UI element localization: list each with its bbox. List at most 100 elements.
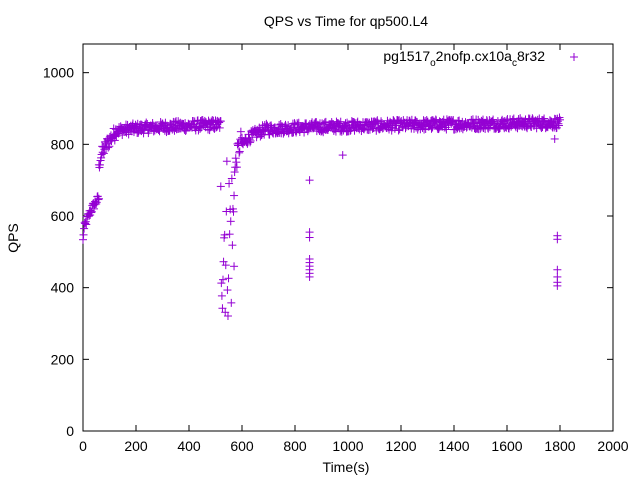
data-point bbox=[216, 117, 225, 126]
data-point bbox=[133, 119, 142, 128]
data-point bbox=[340, 122, 349, 131]
data-point bbox=[554, 119, 563, 128]
data-point bbox=[431, 115, 440, 124]
y-tick-label: 200 bbox=[51, 351, 75, 367]
data-point bbox=[212, 123, 221, 132]
data-point bbox=[320, 118, 329, 127]
data-point bbox=[226, 217, 235, 226]
data-point bbox=[89, 204, 98, 213]
x-tick-label: 1400 bbox=[438, 438, 469, 454]
data-point bbox=[246, 136, 255, 145]
data-point bbox=[305, 233, 314, 242]
data-point bbox=[79, 230, 88, 239]
data-point bbox=[548, 122, 557, 131]
data-point bbox=[219, 275, 228, 284]
x-tick-label: 1000 bbox=[332, 438, 363, 454]
y-tick-label: 1000 bbox=[43, 65, 74, 81]
x-tick-label: 600 bbox=[230, 438, 254, 454]
data-point bbox=[232, 158, 241, 167]
data-point bbox=[394, 126, 403, 135]
data-point bbox=[231, 154, 240, 163]
data-point bbox=[373, 118, 382, 127]
data-point bbox=[521, 115, 530, 124]
data-point bbox=[82, 220, 91, 229]
data-point bbox=[223, 311, 232, 320]
x-tick-label: 0 bbox=[79, 438, 87, 454]
data-point bbox=[230, 262, 239, 271]
data-point bbox=[99, 149, 108, 158]
data-point bbox=[97, 153, 106, 162]
data-point bbox=[95, 160, 104, 169]
data-point bbox=[196, 124, 205, 133]
x-axis-ticks: 0 200 400 600 800 1000 1200 1400 1600 1800 2000 bbox=[79, 44, 629, 454]
data-point bbox=[94, 194, 103, 203]
data-point bbox=[217, 279, 226, 288]
data-point bbox=[553, 235, 562, 244]
data-point bbox=[224, 274, 233, 283]
data-point bbox=[309, 123, 318, 132]
x-tick-label: 2000 bbox=[597, 438, 628, 454]
data-point bbox=[294, 118, 303, 127]
data-point bbox=[80, 218, 89, 227]
data-point bbox=[228, 241, 237, 250]
plot-frame bbox=[82, 43, 614, 432]
data-point bbox=[225, 230, 234, 239]
data-point bbox=[80, 224, 89, 233]
data-point bbox=[431, 120, 440, 129]
y-axis-label: QPS bbox=[5, 223, 21, 253]
data-point bbox=[305, 272, 314, 281]
data-point bbox=[229, 207, 238, 216]
data-point bbox=[517, 116, 526, 125]
data-point bbox=[304, 125, 313, 134]
x-tick-label: 1200 bbox=[385, 438, 416, 454]
data-point bbox=[256, 132, 265, 141]
data-point bbox=[227, 174, 236, 183]
x-tick-label: 1600 bbox=[491, 438, 522, 454]
data-point bbox=[129, 128, 138, 137]
data-point bbox=[435, 117, 444, 126]
legend-marker bbox=[570, 53, 578, 61]
data-point bbox=[305, 176, 314, 185]
data-point bbox=[442, 125, 451, 134]
data-point bbox=[553, 265, 562, 274]
data-point bbox=[124, 130, 133, 139]
data-point bbox=[540, 114, 549, 123]
data-point bbox=[514, 115, 523, 124]
legend: pg1517o2nofp.cx10ac8r32 bbox=[383, 48, 578, 69]
data-point bbox=[218, 304, 227, 313]
y-tick-label: 600 bbox=[51, 208, 75, 224]
data-point bbox=[81, 219, 90, 228]
data-point bbox=[235, 148, 244, 157]
data-point bbox=[223, 286, 232, 295]
data-point bbox=[92, 199, 101, 208]
data-point bbox=[104, 143, 113, 152]
data-point bbox=[392, 121, 401, 130]
data-point bbox=[419, 120, 428, 129]
x-axis-label: Time(s) bbox=[323, 459, 370, 475]
data-point bbox=[246, 138, 255, 147]
data-point bbox=[181, 126, 190, 135]
data-point bbox=[100, 145, 109, 154]
data-point bbox=[541, 124, 550, 133]
x-tick-label: 800 bbox=[283, 438, 307, 454]
data-point bbox=[109, 124, 118, 133]
data-point bbox=[494, 124, 503, 133]
data-point bbox=[105, 142, 114, 151]
data-point bbox=[217, 291, 226, 300]
data-point bbox=[222, 157, 231, 166]
data-point bbox=[270, 123, 279, 132]
data-point bbox=[499, 117, 508, 126]
data-point bbox=[230, 191, 239, 200]
data-point bbox=[236, 127, 245, 136]
y-tick-label: 800 bbox=[51, 136, 75, 152]
data-point bbox=[94, 195, 103, 204]
y-tick-label: 400 bbox=[51, 280, 75, 296]
x-tick-label: 400 bbox=[177, 438, 201, 454]
data-point bbox=[235, 147, 244, 156]
data-point bbox=[262, 119, 271, 128]
data-point bbox=[225, 179, 234, 188]
data-point bbox=[556, 115, 564, 124]
data-point bbox=[411, 116, 420, 125]
data-point bbox=[420, 125, 429, 134]
